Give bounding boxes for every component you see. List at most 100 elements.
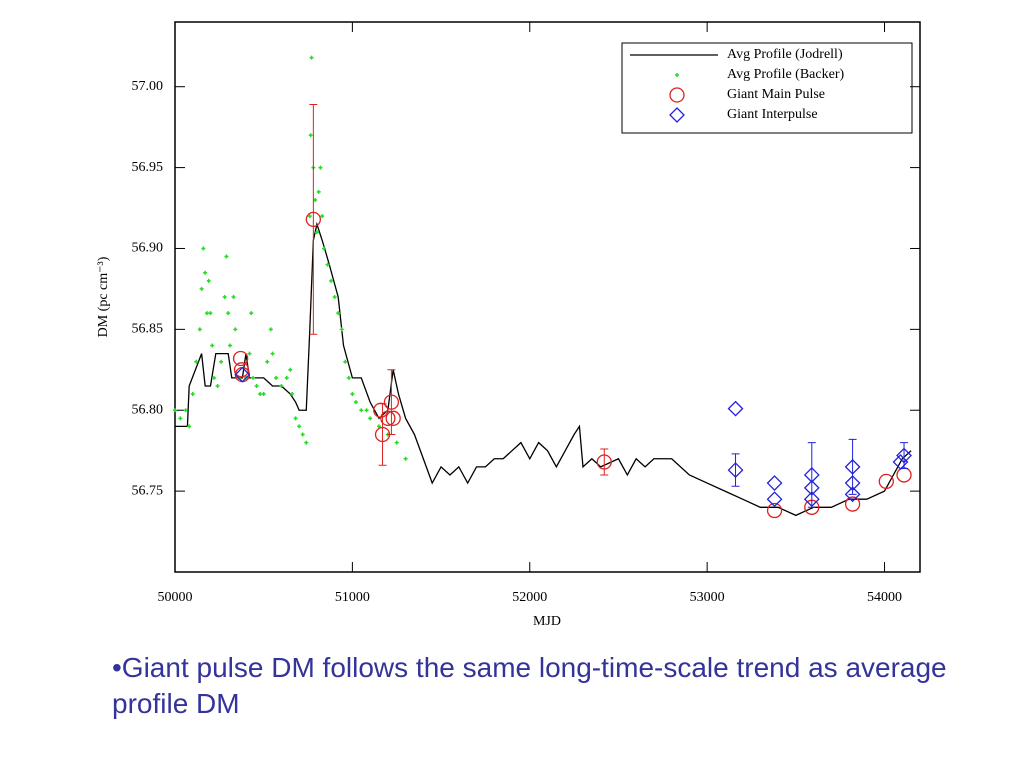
point xyxy=(844,458,861,475)
x-tick-label: 53000 xyxy=(690,590,725,605)
plot-frame xyxy=(174,21,921,573)
point xyxy=(219,359,224,364)
point xyxy=(364,408,369,413)
y-axis-label: DM (pc cm⁻³) xyxy=(96,256,111,337)
point xyxy=(232,350,249,367)
point xyxy=(308,133,313,138)
point xyxy=(844,486,861,503)
point xyxy=(279,383,284,388)
line xyxy=(175,221,912,517)
point xyxy=(385,410,401,426)
point xyxy=(304,440,309,445)
error-bar xyxy=(848,438,857,495)
point xyxy=(199,286,204,291)
point xyxy=(359,408,364,413)
legend-swatch xyxy=(669,87,685,103)
error-bar xyxy=(600,448,609,476)
point xyxy=(201,246,206,251)
point xyxy=(766,491,783,508)
point xyxy=(173,408,177,413)
point xyxy=(233,327,238,332)
point xyxy=(318,165,323,170)
error-bar xyxy=(900,442,909,469)
x-tick-label: 50000 xyxy=(158,590,193,605)
point xyxy=(339,327,344,332)
point xyxy=(187,424,192,429)
point xyxy=(206,278,211,283)
chart: MJD DM (pc cm⁻³) 50000 51000 52000 53000 540… xyxy=(96,21,921,629)
point xyxy=(227,343,232,348)
legend-label: Giant Main Pulse xyxy=(727,87,825,102)
point xyxy=(226,311,231,316)
point xyxy=(380,410,396,426)
caption: •Giant pulse DM follows the same long-ti… xyxy=(112,652,947,719)
point xyxy=(274,375,279,380)
legend-swatch xyxy=(675,73,679,77)
point xyxy=(803,479,820,496)
point xyxy=(896,447,912,464)
point xyxy=(194,359,199,364)
point xyxy=(231,295,236,299)
point xyxy=(210,343,215,348)
point xyxy=(727,400,744,417)
point xyxy=(178,416,183,421)
point xyxy=(353,400,358,405)
y-tick-label: 56.80 xyxy=(132,402,164,417)
y-tick-label: 56.95 xyxy=(132,160,164,175)
point xyxy=(293,416,298,421)
point xyxy=(249,311,254,316)
point xyxy=(766,502,783,519)
point xyxy=(803,467,820,483)
point xyxy=(844,475,861,491)
point xyxy=(215,383,220,388)
point xyxy=(290,392,295,397)
point xyxy=(203,270,208,275)
point xyxy=(270,351,275,356)
error-bar xyxy=(731,453,740,487)
point xyxy=(309,55,314,60)
point xyxy=(336,311,341,316)
x-tick-label: 51000 xyxy=(335,590,370,605)
point xyxy=(316,189,321,194)
point xyxy=(265,359,270,364)
point xyxy=(212,375,217,380)
point xyxy=(892,454,909,470)
point xyxy=(332,295,337,299)
x-tick-label: 54000 xyxy=(867,590,902,605)
point xyxy=(190,392,195,397)
point xyxy=(394,440,399,445)
point xyxy=(803,491,820,508)
error-bar xyxy=(807,442,816,508)
legend-box xyxy=(621,42,913,134)
point xyxy=(222,295,227,299)
point xyxy=(322,246,326,251)
point xyxy=(596,454,612,470)
point xyxy=(896,467,912,483)
point xyxy=(254,383,259,388)
point xyxy=(314,230,319,235)
point xyxy=(844,496,861,512)
point xyxy=(383,394,400,410)
point xyxy=(300,432,305,437)
x-tick-label: 52000 xyxy=(512,590,547,605)
point xyxy=(307,214,312,219)
point xyxy=(878,473,894,490)
point xyxy=(284,375,289,380)
point xyxy=(727,462,744,479)
point xyxy=(258,392,263,397)
point xyxy=(343,359,348,364)
y-tick-label: 56.75 xyxy=(132,483,164,498)
point xyxy=(350,392,355,397)
legend-label: Avg Profile (Backer) xyxy=(727,67,844,82)
point xyxy=(197,327,202,332)
point xyxy=(261,392,266,397)
point xyxy=(233,362,250,378)
point xyxy=(320,214,325,219)
point xyxy=(403,456,408,461)
legend-label: Giant Interpulse xyxy=(727,107,818,122)
y-tick-label: 56.90 xyxy=(132,241,164,256)
point xyxy=(224,254,229,259)
point xyxy=(766,475,783,491)
error-bar xyxy=(309,104,318,335)
point xyxy=(204,311,209,316)
